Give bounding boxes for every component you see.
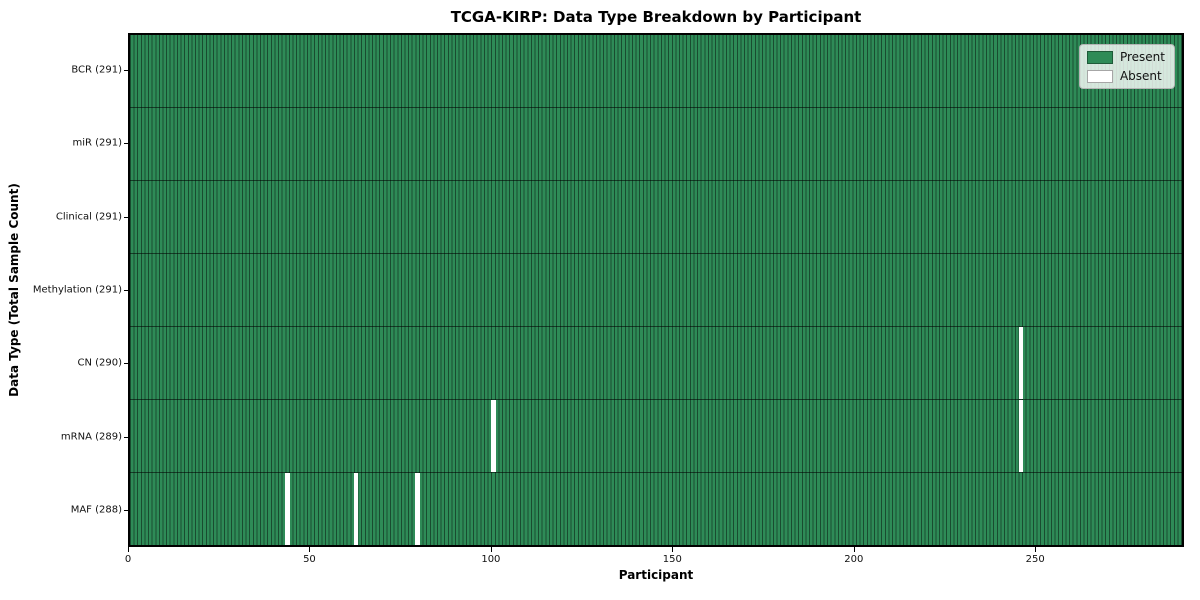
y-tick	[124, 70, 129, 71]
legend-item-absent: Absent	[1086, 69, 1165, 83]
legend-label-absent: Absent	[1119, 69, 1162, 83]
x-tick-label: 200	[844, 554, 864, 565]
y-tick-label-CN: CN (290)	[77, 357, 122, 369]
y-tick	[124, 143, 129, 144]
x-tick-label: 250	[1025, 554, 1045, 565]
x-tick-label: 50	[303, 554, 316, 565]
x-tick	[672, 547, 673, 552]
y-tick	[124, 510, 129, 511]
x-axis-label: Participant	[618, 568, 694, 582]
y-tick	[124, 217, 129, 218]
x-tick	[1035, 547, 1036, 552]
data-row-Methylation	[130, 254, 1182, 327]
x-tick	[854, 547, 855, 552]
x-tick	[128, 547, 129, 552]
legend-swatch-present-icon	[1086, 50, 1113, 64]
data-row-CN	[130, 327, 1182, 400]
y-tick	[124, 363, 129, 364]
y-tick	[124, 290, 129, 291]
y-tick-label-miR: miR (291)	[72, 137, 122, 149]
data-row-Clinical	[130, 181, 1182, 254]
absent-gap	[353, 473, 359, 545]
y-tick-label-MAF: MAF (288)	[70, 504, 122, 516]
absent-gap	[1018, 400, 1024, 472]
x-tick	[309, 547, 310, 552]
x-tick-label: 150	[662, 554, 682, 565]
data-row-miR	[130, 108, 1182, 181]
data-row-mRNA	[130, 400, 1182, 473]
absent-gap	[415, 473, 420, 545]
y-tick-label-mRNA: mRNA (289)	[60, 431, 122, 443]
x-tick-label: 0	[124, 554, 132, 565]
y-tick	[124, 437, 129, 438]
y-tick-label-Clinical: Clinical (291)	[55, 211, 122, 223]
y-tick-label-BCR: BCR (291)	[71, 64, 122, 76]
legend: Present Absent	[1078, 44, 1175, 89]
data-row-BCR	[130, 35, 1182, 108]
legend-item-present: Present	[1086, 50, 1165, 64]
absent-gap	[491, 400, 496, 472]
legend-label-present: Present	[1119, 50, 1165, 64]
plot-area: Present Absent	[128, 33, 1184, 547]
x-tick-label: 100	[481, 554, 501, 565]
data-row-MAF	[130, 473, 1182, 545]
absent-gap	[284, 473, 290, 545]
absent-gap	[1018, 327, 1024, 399]
legend-swatch-absent-icon	[1086, 69, 1113, 83]
x-tick	[491, 547, 492, 552]
y-tick-label-Methylation: Methylation (291)	[32, 284, 122, 296]
chart-title: TCGA-KIRP: Data Type Breakdown by Partic…	[450, 8, 862, 26]
